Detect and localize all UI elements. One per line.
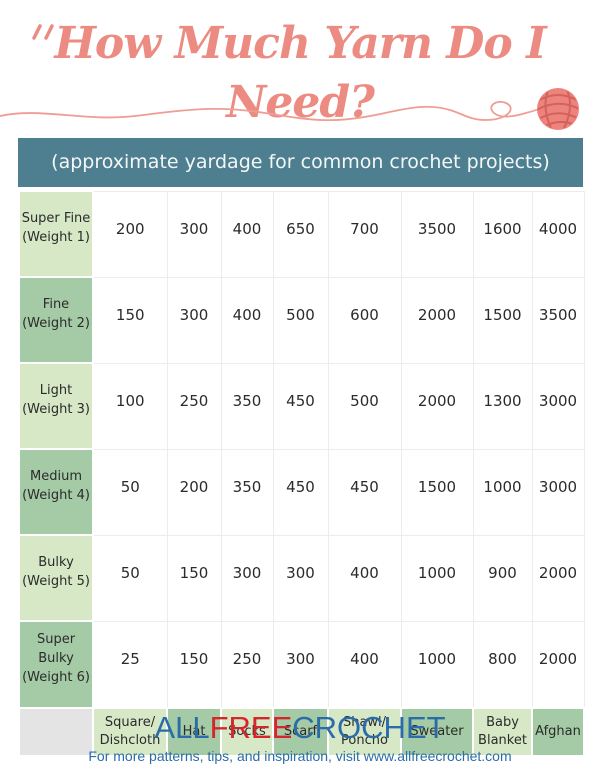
yardage-value-cell: 350 [220, 448, 274, 536]
logo-all: ALL [154, 710, 210, 745]
table-row: Light (Weight 3) 100 250 350 450 500 2000 1300 3… [18, 362, 585, 450]
footer-logo: ALLFREECROCHET [0, 710, 600, 746]
yardage-value-cell: 3500 [400, 190, 474, 278]
yarn-squiggle-icon [0, 88, 579, 130]
project-column-header: Socks [220, 706, 274, 757]
yardage-value-cell: 3000 [531, 448, 585, 536]
yardage-value-cell: 400 [327, 534, 402, 622]
table-row: Super Fine (Weight 1) 200 300 400 650 700 3500… [18, 190, 585, 278]
project-column-header: Hat [166, 706, 222, 757]
yardage-value-cell: 150 [166, 620, 222, 708]
yardage-value-cell: 2000 [400, 276, 474, 364]
weight-row-label: Light (Weight 3) [18, 362, 94, 450]
yardage-value-cell: 25 [92, 620, 168, 708]
yardage-value-cell: 1500 [472, 276, 533, 364]
yardage-value-cell: 250 [220, 620, 274, 708]
yardage-value-cell: 200 [92, 190, 168, 278]
yardage-value-cell: 1000 [400, 620, 474, 708]
banner-text: (approximate yardage for common crochet … [51, 151, 550, 173]
yardage-value-cell: 2000 [531, 620, 585, 708]
project-header-row: Square/ Dishcloth Hat Socks Scarf Shawl/ Pon… [18, 706, 585, 757]
corner-cell [18, 706, 94, 757]
yardage-value-cell: 300 [220, 534, 274, 622]
yardage-value-cell: 150 [92, 276, 168, 364]
yardage-value-cell: 500 [327, 362, 402, 450]
yardage-value-cell: 100 [92, 362, 168, 450]
table-row: Fine (Weight 2) 150 300 400 500 600 2000 1500 35… [18, 276, 585, 364]
banner: (approximate yardage for common crochet … [18, 138, 583, 187]
table-row: Medium (Weight 4) 50 200 350 450 450 1500 1000 3… [18, 448, 585, 536]
yardage-value-cell: 1000 [400, 534, 474, 622]
yardage-table: Super Fine (Weight 1) 200 300 400 650 700 3500… [18, 190, 585, 757]
table-row: Super Bulky (Weight 6) 25 150 250 300 400 1000… [18, 620, 585, 709]
yardage-value-cell: 450 [272, 362, 329, 450]
page-title: How Much Yarn Do I Need? [54, 18, 546, 129]
yardage-table-body: Super Fine (Weight 1) 200 300 400 650 700 3500… [18, 190, 585, 757]
yardage-value-cell: 1300 [472, 362, 533, 450]
flourish-marks-icon [32, 24, 54, 40]
yardage-value-cell: 1000 [472, 448, 533, 536]
yardage-value-cell: 1600 [472, 190, 533, 278]
yardage-value-cell: 250 [166, 362, 222, 450]
yardage-value-cell: 1500 [400, 448, 474, 536]
yardage-value-cell: 400 [327, 620, 402, 708]
yardage-value-cell: 2000 [531, 534, 585, 622]
logo-free: FREE [209, 710, 293, 745]
yardage-value-cell: 4000 [531, 190, 585, 278]
yardage-value-cell: 500 [272, 276, 329, 364]
project-column-header: Square/ Dishcloth [92, 706, 168, 757]
yardage-value-cell: 50 [92, 448, 168, 536]
yardage-value-cell: 300 [166, 276, 222, 364]
yardage-value-cell: 50 [92, 534, 168, 622]
weight-row-label: Medium (Weight 4) [18, 448, 94, 536]
yardage-value-cell: 800 [472, 620, 533, 708]
logo-crochet: CROCHET [292, 710, 446, 745]
yardage-value-cell: 150 [166, 534, 222, 622]
project-column-header: Baby Blanket [472, 706, 533, 757]
yardage-value-cell: 700 [327, 190, 402, 278]
yardage-value-cell: 400 [220, 190, 274, 278]
footer-tagline: For more patterns, tips, and inspiration… [88, 748, 512, 764]
table-row: Bulky (Weight 5) 50 150 300 300 400 1000 900 200… [18, 534, 585, 622]
project-column-header: Shawl/ Poncho [327, 706, 402, 757]
project-column-header: Sweater [400, 706, 474, 757]
weight-row-label: Fine (Weight 2) [18, 276, 94, 364]
weight-row-label: Super Fine (Weight 1) [18, 190, 94, 278]
yardage-value-cell: 450 [327, 448, 402, 536]
yardage-value-cell: 350 [220, 362, 274, 450]
project-column-header: Afghan [531, 706, 585, 757]
yarn-ball-icon [537, 88, 579, 130]
yardage-value-cell: 2000 [400, 362, 474, 450]
weight-row-label: Super Bulky (Weight 6) [18, 620, 94, 709]
weight-row-label: Bulky (Weight 5) [18, 534, 94, 622]
yardage-value-cell: 300 [272, 534, 329, 622]
yardage-value-cell: 3000 [531, 362, 585, 450]
yardage-value-cell: 450 [272, 448, 329, 536]
yardage-value-cell: 650 [272, 190, 329, 278]
yardage-value-cell: 900 [472, 534, 533, 622]
yardage-value-cell: 300 [272, 620, 329, 708]
yardage-value-cell: 400 [220, 276, 274, 364]
yardage-value-cell: 3500 [531, 276, 585, 364]
yardage-value-cell: 600 [327, 276, 402, 364]
yardage-value-cell: 200 [166, 448, 222, 536]
project-column-header: Scarf [272, 706, 329, 757]
yardage-value-cell: 300 [166, 190, 222, 278]
